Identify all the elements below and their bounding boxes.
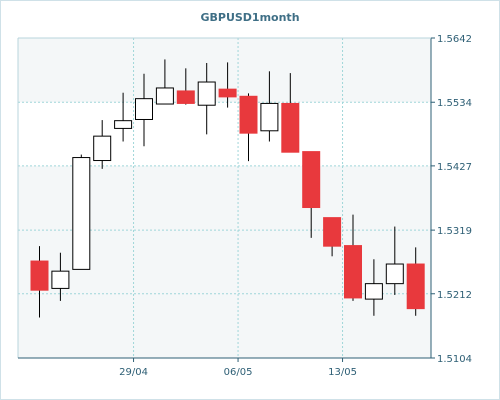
candle-body-down (302, 151, 321, 209)
axes (17, 37, 432, 359)
candle (155, 59, 174, 105)
candle (114, 92, 133, 142)
candle-body-down (344, 245, 362, 299)
x-tick-label: 06/05 (224, 367, 253, 378)
candle-body-down (406, 263, 425, 310)
candle (30, 246, 49, 318)
candle-body-up (135, 98, 153, 120)
candle-body-up (260, 102, 279, 132)
candle (364, 259, 383, 316)
x-axis-ticks: 29/04 06/05 13/05 (119, 358, 357, 378)
y-tick-label: 1.5212 (437, 290, 472, 301)
candle (281, 73, 300, 153)
candle-body-down (30, 260, 49, 291)
candle-body-up (197, 81, 216, 106)
candle (239, 93, 258, 162)
y-tick-label: 1.5534 (437, 98, 472, 109)
candle (197, 62, 216, 135)
y-axis-ticks: 1.5642 1.5534 1.5427 1.5319 1.5212 1.5104 (431, 34, 472, 365)
candle (93, 120, 112, 169)
y-tick-label: 1.5642 (437, 34, 472, 45)
candle (323, 217, 342, 257)
candle (302, 151, 321, 238)
candle-body-down (323, 217, 342, 247)
candle (406, 247, 425, 316)
candle-body-down (239, 95, 258, 134)
candle (218, 62, 237, 108)
candle-body-up (51, 270, 70, 289)
candle-body-up (72, 157, 91, 270)
candle-body-up (93, 135, 112, 162)
candle-body-down (281, 102, 300, 153)
candle-body-up (364, 283, 383, 300)
candle (51, 252, 70, 301)
candle (260, 71, 279, 142)
candle (344, 214, 362, 301)
candle-body-down (176, 90, 195, 104)
candle-body-up (114, 120, 133, 129)
x-tick-label: 13/05 (328, 367, 357, 378)
candle (385, 226, 404, 295)
y-tick-label: 1.5104 (437, 354, 472, 365)
candle-body-up (155, 87, 174, 105)
chart-title: GBPUSD1month (200, 11, 300, 24)
candle (72, 154, 91, 270)
x-tick-label: 29/04 (119, 367, 148, 378)
candle (135, 73, 153, 147)
candle (176, 68, 195, 105)
candles (30, 59, 425, 318)
candle-body-up (385, 263, 404, 285)
y-tick-label: 1.5319 (437, 226, 472, 237)
y-tick-label: 1.5427 (437, 162, 472, 173)
candle-body-down (218, 88, 237, 98)
